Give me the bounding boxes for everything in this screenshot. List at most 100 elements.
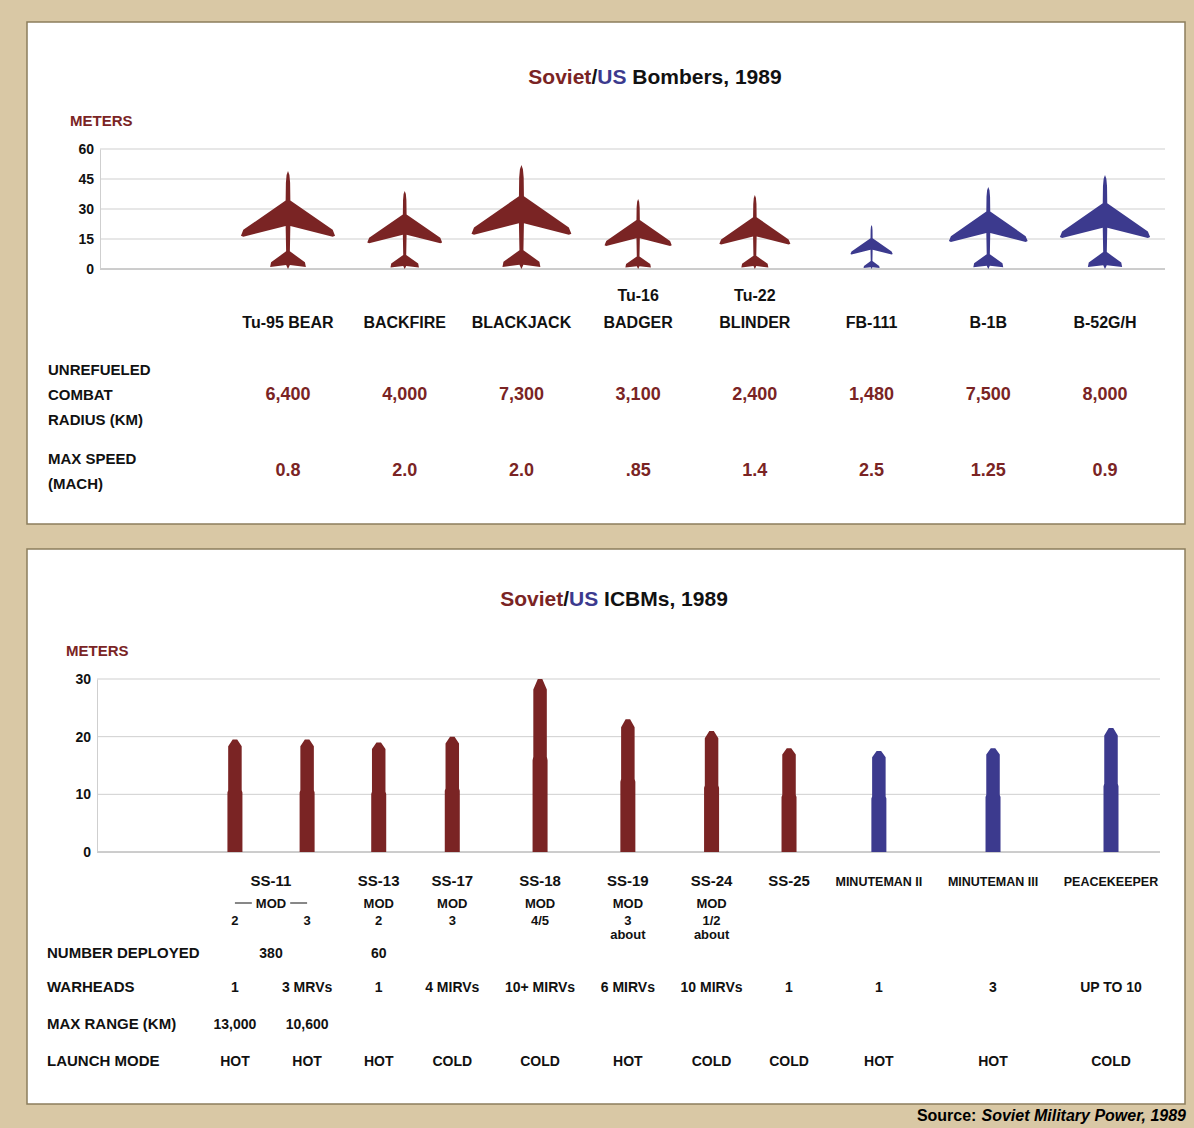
row-value: COLD bbox=[520, 1053, 560, 1069]
row-value: COLD bbox=[769, 1053, 809, 1069]
y-axis-title: METERS bbox=[66, 642, 129, 659]
category-label: Tu-95 BEAR bbox=[242, 314, 334, 331]
row-value: 3 bbox=[989, 979, 997, 995]
panel-background bbox=[27, 22, 1185, 524]
category-label: B-1B bbox=[970, 314, 1007, 331]
variant-label: 3 bbox=[449, 913, 456, 928]
row-value: 10+ MIRVs bbox=[505, 979, 575, 995]
bomber-silhouette bbox=[949, 187, 1028, 269]
row-label: WARHEADS bbox=[47, 978, 135, 995]
row-value: 0.9 bbox=[1092, 460, 1117, 480]
chart-title: Soviet/US ICBMs, 1989 bbox=[500, 587, 728, 610]
title-series-name: US bbox=[597, 65, 626, 88]
row-value: 1,480 bbox=[849, 384, 894, 404]
row-value: 6,400 bbox=[265, 384, 310, 404]
missile-silhouette bbox=[1104, 728, 1119, 852]
missile-name: MINUTEMAN III bbox=[948, 875, 1038, 889]
category-label: Tu-16BADGER bbox=[603, 287, 673, 331]
y-tick-label: 15 bbox=[78, 231, 94, 247]
category-label: FB-111 bbox=[846, 314, 898, 331]
grid bbox=[100, 149, 1165, 269]
row-value: 13,000 bbox=[214, 1016, 257, 1032]
row-value: 7,300 bbox=[499, 384, 544, 404]
missile-silhouette bbox=[300, 740, 315, 852]
chart-page: Soviet/US Bombers, 1989 METERS 0 15 30 45 60 Tu… bbox=[0, 0, 1194, 1128]
bomber-silhouette bbox=[367, 191, 442, 269]
panel-background bbox=[27, 549, 1185, 1104]
row-label: UNREFUELEDCOMBATRADIUS (KM) bbox=[48, 361, 151, 428]
missile-name: SS-13 bbox=[358, 872, 400, 889]
y-tick-label: 0 bbox=[86, 261, 94, 277]
y-tick: 0 bbox=[86, 261, 100, 277]
y-tick: 45 bbox=[78, 171, 100, 187]
source-title: Soviet Military Power, 1989 bbox=[981, 1107, 1186, 1124]
row-value: 4,000 bbox=[382, 384, 427, 404]
background bbox=[0, 0, 1194, 1128]
missile-silhouette bbox=[620, 719, 635, 852]
y-tick-label: 10 bbox=[75, 786, 91, 802]
panel-1: Soviet/US ICBMs, 1989METERS0102030SS-11M… bbox=[27, 549, 1185, 1104]
y-tick-label: 30 bbox=[78, 201, 94, 217]
y-tick: 30 bbox=[75, 671, 97, 687]
grid-line bbox=[100, 179, 1165, 180]
row-value: HOT bbox=[864, 1053, 894, 1069]
row-value: UP TO 10 bbox=[1080, 979, 1142, 995]
row-label: NUMBER DEPLOYED bbox=[47, 944, 200, 961]
missile-silhouette bbox=[871, 751, 886, 852]
row-value: HOT bbox=[978, 1053, 1008, 1069]
y-tick: 10 bbox=[75, 786, 97, 802]
missile-silhouette bbox=[227, 740, 242, 852]
deployed-value: 60 bbox=[371, 945, 387, 961]
variant-label: 3about bbox=[610, 913, 646, 942]
y-axis-title: METERS bbox=[70, 112, 133, 129]
y-tick-label: 60 bbox=[78, 141, 94, 157]
y-tick-label: 20 bbox=[75, 729, 91, 745]
variant-label: 1/2about bbox=[694, 913, 730, 942]
variant-label: 2 bbox=[231, 913, 238, 928]
labels: SS-11MOD23380SS-13MOD260SS-17MOD3SS-18MO… bbox=[47, 872, 1158, 1069]
row-value: 2.0 bbox=[392, 460, 417, 480]
variant-label: 3 bbox=[303, 913, 310, 928]
deployed-value: 380 bbox=[259, 945, 283, 961]
grid bbox=[97, 679, 1160, 852]
bomber-silhouette bbox=[241, 171, 335, 269]
panel-0: Soviet/US Bombers, 1989 METERS 0 15 30 45 60 Tu… bbox=[27, 22, 1185, 524]
y-tick: 60 bbox=[78, 141, 100, 157]
y-tick-label: 30 bbox=[75, 671, 91, 687]
chart-title: Soviet/US Bombers, 1989 bbox=[528, 65, 781, 88]
row-value: HOT bbox=[364, 1053, 394, 1069]
mod-label: MOD bbox=[525, 896, 555, 911]
row-value: 1 bbox=[231, 979, 239, 995]
y-tick: 30 bbox=[78, 201, 100, 217]
missile-name: SS-17 bbox=[431, 872, 473, 889]
row-value: COLD bbox=[692, 1053, 732, 1069]
y-axis-line bbox=[97, 680, 98, 853]
row-value: 10,600 bbox=[286, 1016, 329, 1032]
title-series-name: Soviet bbox=[528, 65, 591, 88]
marks bbox=[227, 679, 1118, 852]
missile-silhouette bbox=[533, 679, 548, 852]
category-label: B-52G/H bbox=[1073, 314, 1136, 331]
mod-label: MOD bbox=[613, 896, 643, 911]
missile-silhouette bbox=[986, 748, 1001, 852]
labels: Tu-95 BEARBACKFIREBLACKJACKTu-16BADGERTu… bbox=[48, 287, 1137, 492]
row-label: MAX RANGE (KM) bbox=[47, 1015, 176, 1032]
mod-label: MOD bbox=[437, 896, 467, 911]
row-value: COLD bbox=[432, 1053, 472, 1069]
row-value: 2.0 bbox=[509, 460, 534, 480]
mod-bracket bbox=[290, 903, 307, 904]
row-value: 10 MIRVs bbox=[681, 979, 743, 995]
missile-silhouette bbox=[704, 731, 719, 852]
y-tick-label: 45 bbox=[78, 171, 94, 187]
variant-label: 2 bbox=[375, 913, 382, 928]
missile-name: PEACEKEEPER bbox=[1064, 875, 1158, 889]
missile-name: SS-18 bbox=[519, 872, 561, 889]
row-value: 1 bbox=[375, 979, 383, 995]
row-value: 6 MIRVs bbox=[601, 979, 655, 995]
title-series-name: US bbox=[569, 587, 598, 610]
missile-name: SS-11 bbox=[251, 872, 292, 889]
row-value: 2.5 bbox=[859, 460, 884, 480]
source-note: Source:Soviet Military Power, 1989 bbox=[917, 1107, 1186, 1124]
bomber-silhouette bbox=[1060, 175, 1150, 269]
missile-silhouette bbox=[445, 737, 460, 852]
